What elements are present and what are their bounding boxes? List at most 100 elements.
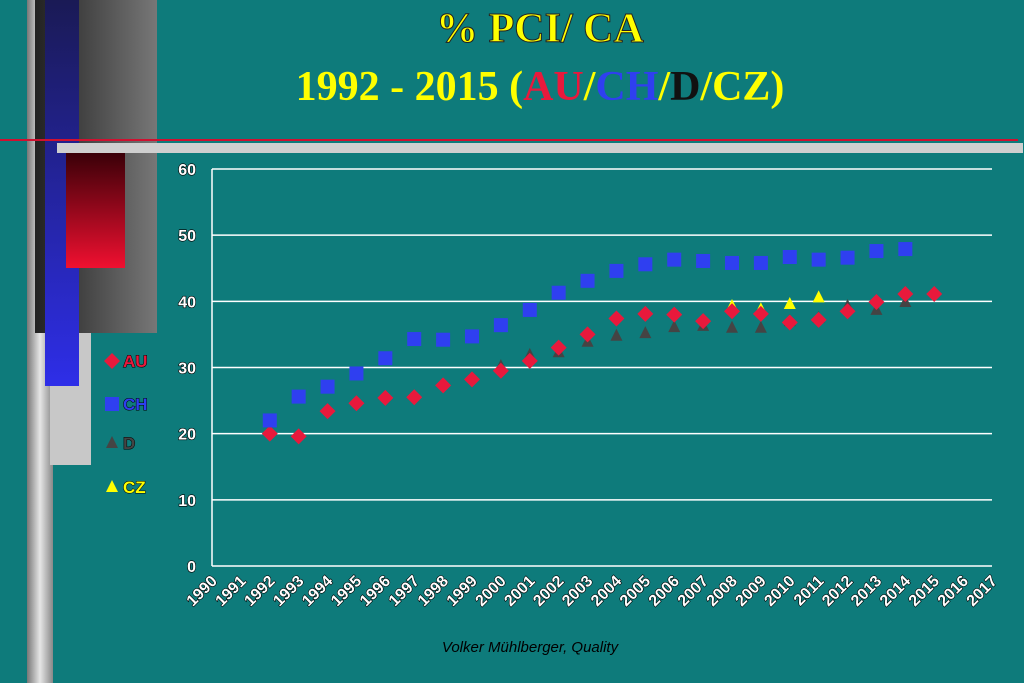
x-tick-label: 2012 xyxy=(819,573,856,610)
x-tick-label: 1994 xyxy=(299,573,336,610)
marker-diamond xyxy=(261,425,278,442)
x-tick-label: 2007 xyxy=(675,573,712,610)
marker-square xyxy=(638,257,653,272)
x-tick-label: 2017 xyxy=(964,573,1001,610)
marker-triangle xyxy=(106,436,118,448)
marker-square xyxy=(811,252,826,267)
subtitle-part: AU xyxy=(523,64,584,110)
x-tick-label: 1999 xyxy=(444,573,481,610)
marker-square xyxy=(262,413,277,428)
x-tick-label: 1996 xyxy=(357,573,394,610)
marker-square xyxy=(320,379,335,394)
marker-diamond xyxy=(868,293,885,310)
decor-bar xyxy=(66,153,125,268)
marker-square xyxy=(378,351,393,366)
x-tick-label: 2015 xyxy=(906,573,943,610)
marker-diamond xyxy=(781,314,798,331)
marker-diamond xyxy=(290,428,307,445)
x-tick-label: 1995 xyxy=(328,573,365,610)
marker-triangle xyxy=(639,326,652,339)
y-tick-label: 50 xyxy=(178,228,196,245)
subtitle-part: 1992 - 2015 ( xyxy=(296,64,523,110)
marker-triangle xyxy=(106,480,118,492)
marker-diamond xyxy=(724,303,740,320)
marker-triangle xyxy=(754,320,767,333)
marker-diamond xyxy=(926,286,943,303)
y-tick-label: 60 xyxy=(178,162,196,179)
marker-diamond xyxy=(579,326,596,343)
x-tick-label: 2016 xyxy=(935,573,972,610)
subtitle-part: /CZ) xyxy=(699,64,784,110)
marker-square xyxy=(753,255,768,270)
marker-square xyxy=(667,252,682,267)
marker-square xyxy=(436,332,451,347)
marker-diamond xyxy=(839,303,856,320)
legend-label: CZ xyxy=(123,478,146,497)
subtitle-part: D xyxy=(670,64,700,110)
y-tick-label: 20 xyxy=(178,427,196,444)
subtitle-part: / xyxy=(583,64,597,110)
marker-square xyxy=(349,366,364,381)
marker-square xyxy=(609,263,624,278)
marker-diamond xyxy=(897,286,914,303)
marker-square xyxy=(105,397,119,411)
decor-strip xyxy=(57,143,1023,153)
marker-square xyxy=(407,332,422,347)
subtitle-part: CH xyxy=(595,64,658,110)
x-tick-label: 2006 xyxy=(646,573,683,610)
x-tick-label: 1991 xyxy=(213,573,250,610)
x-tick-label: 2001 xyxy=(501,573,538,610)
marker-square xyxy=(580,273,595,288)
marker-square xyxy=(782,250,797,265)
legend-label: AU xyxy=(123,352,148,371)
marker-diamond xyxy=(435,377,452,394)
marker-diamond xyxy=(492,362,509,379)
marker-square xyxy=(725,255,739,270)
marker-diamond xyxy=(637,305,654,322)
marker-triangle xyxy=(610,328,623,341)
x-tick-label: 2010 xyxy=(761,573,798,610)
marker-square xyxy=(522,302,537,317)
marker-square xyxy=(696,253,711,268)
marker-diamond xyxy=(377,389,394,406)
marker-triangle xyxy=(783,296,796,309)
x-tick-label: 1998 xyxy=(415,573,452,610)
marker-square xyxy=(493,318,508,333)
marker-diamond xyxy=(104,353,120,369)
marker-diamond xyxy=(348,395,365,412)
y-tick-label: 40 xyxy=(178,294,196,311)
x-tick-label: 1992 xyxy=(241,573,278,610)
x-tick-label: 2005 xyxy=(617,573,654,610)
marker-square xyxy=(898,242,913,257)
chart-subtitle: 1992 - 2015 (AU/CH/D/CZ) xyxy=(296,64,785,110)
x-tick-label: 2004 xyxy=(588,573,625,610)
marker-diamond xyxy=(666,306,683,323)
marker-triangle xyxy=(812,290,825,303)
x-tick-label: 2008 xyxy=(704,573,741,610)
legend-label: CH xyxy=(123,395,148,414)
x-tick-label: 1990 xyxy=(184,573,221,610)
legend-label: D xyxy=(123,434,135,453)
marker-triangle xyxy=(726,320,738,333)
marker-diamond xyxy=(406,389,423,406)
marker-triangle xyxy=(668,320,681,333)
marker-square xyxy=(291,389,306,404)
chart-title: % PCI/ CA xyxy=(436,6,644,52)
x-tick-label: 2013 xyxy=(848,573,885,610)
y-tick-label: 30 xyxy=(178,361,196,378)
marker-diamond xyxy=(608,310,625,327)
y-tick-label: 0 xyxy=(187,559,196,576)
x-tick-label: 1993 xyxy=(270,573,307,610)
marker-square xyxy=(551,285,566,300)
x-tick-label: 2009 xyxy=(733,573,770,610)
marker-diamond xyxy=(695,313,712,330)
x-tick-label: 2014 xyxy=(877,573,914,610)
marker-diamond xyxy=(550,339,567,356)
marker-square xyxy=(869,244,884,259)
x-tick-label: 2011 xyxy=(791,573,828,610)
marker-square xyxy=(465,329,479,344)
footer: Volker Mühlberger, Quality xyxy=(442,639,620,656)
x-tick-label: 2003 xyxy=(559,573,596,610)
marker-square xyxy=(840,250,855,265)
